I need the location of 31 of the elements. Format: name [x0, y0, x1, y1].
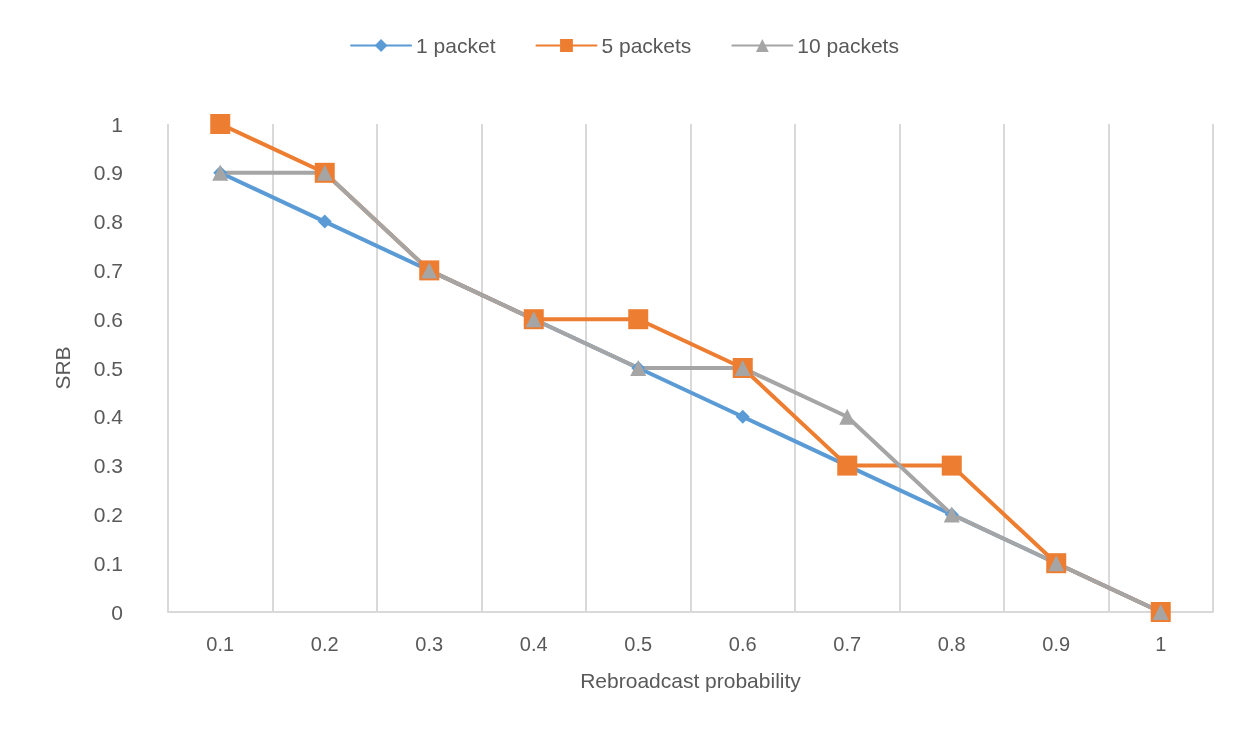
y-tick-label: 0.8	[93, 210, 123, 234]
point	[735, 409, 750, 424]
y-tick-label: 0.7	[93, 258, 123, 282]
point	[941, 455, 962, 476]
x-tick-label: 0.7	[833, 633, 862, 655]
y-tick-label: 0.2	[93, 502, 123, 526]
x-tick-label: 0.9	[1042, 633, 1071, 655]
y-tick-label: 0.3	[93, 454, 123, 478]
y-tick-label: 0.9	[93, 161, 123, 185]
legend-label: 1 packet	[416, 34, 496, 57]
x-tick-label: 0.5	[624, 633, 653, 655]
y-axis-title: SRB	[51, 346, 74, 390]
x-tick-label: 1	[1155, 633, 1167, 655]
x-tick-label: 0.1	[206, 633, 235, 655]
y-tick-label: 0.6	[93, 307, 123, 331]
y-tick-label: 0.4	[93, 405, 124, 429]
x-tick-label: 0.6	[728, 633, 757, 655]
legend-label: 10 packets	[797, 34, 899, 57]
x-tick-label: 0.8	[937, 633, 966, 655]
x-axis-title: Rebroadcast probability	[580, 669, 802, 692]
x-tick-label: 0.3	[415, 633, 444, 655]
y-tick-label: 0	[111, 600, 123, 624]
point	[628, 309, 649, 330]
y-tick-label: 1	[111, 112, 123, 136]
x-tick-label: 0.4	[519, 633, 548, 655]
y-tick-label: 0.5	[93, 356, 123, 380]
legend-label: 5 packets	[601, 34, 692, 57]
point	[210, 114, 231, 134]
y-tick-label: 0.1	[93, 551, 123, 575]
x-tick-label: 0.2	[310, 633, 339, 655]
point	[317, 214, 332, 229]
